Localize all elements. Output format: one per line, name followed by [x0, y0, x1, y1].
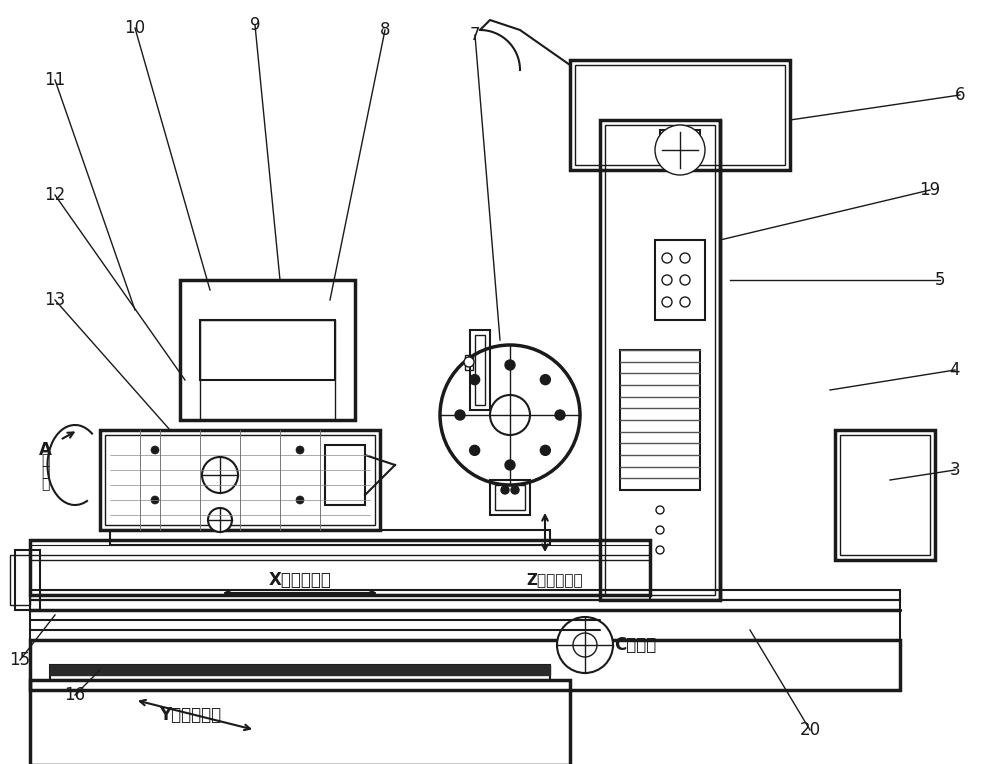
- Bar: [200, 320, 335, 380]
- Circle shape: [440, 345, 580, 485]
- Bar: [30, 600, 900, 640]
- Bar: [30, 640, 900, 690]
- Circle shape: [555, 410, 565, 420]
- Text: C轴回转: C轴回转: [614, 636, 656, 654]
- Circle shape: [464, 357, 474, 367]
- Bar: [30, 590, 900, 600]
- Bar: [600, 120, 720, 600]
- Circle shape: [655, 125, 705, 175]
- Circle shape: [680, 253, 690, 263]
- Text: 4: 4: [950, 361, 960, 379]
- Text: 轴: 轴: [41, 453, 49, 467]
- Bar: [495, 485, 525, 510]
- Circle shape: [501, 486, 509, 494]
- Circle shape: [296, 446, 304, 454]
- Text: 16: 16: [64, 686, 86, 704]
- Bar: [100, 430, 380, 530]
- Bar: [490, 480, 530, 515]
- Bar: [655, 240, 705, 320]
- Text: 6: 6: [955, 86, 965, 104]
- Circle shape: [656, 526, 664, 534]
- Circle shape: [680, 297, 690, 307]
- Bar: [200, 320, 335, 420]
- Text: 5: 5: [935, 271, 945, 289]
- Circle shape: [455, 410, 465, 420]
- Bar: [110, 530, 550, 545]
- Circle shape: [151, 496, 159, 504]
- Bar: [660, 130, 700, 160]
- Circle shape: [151, 446, 159, 454]
- Circle shape: [296, 496, 304, 504]
- Circle shape: [662, 275, 672, 285]
- Bar: [465, 355, 473, 370]
- Circle shape: [540, 374, 550, 384]
- Bar: [325, 445, 365, 505]
- Circle shape: [208, 508, 232, 532]
- Text: 8: 8: [380, 21, 390, 39]
- Text: A: A: [39, 441, 51, 459]
- Text: 3: 3: [950, 461, 960, 479]
- Text: 11: 11: [44, 71, 66, 89]
- Circle shape: [202, 457, 238, 493]
- Bar: [470, 330, 490, 410]
- Circle shape: [540, 445, 550, 455]
- Circle shape: [662, 132, 698, 168]
- Bar: [15, 550, 40, 610]
- Circle shape: [680, 275, 690, 285]
- Text: 12: 12: [44, 186, 66, 204]
- Circle shape: [470, 445, 480, 455]
- Text: 20: 20: [799, 721, 821, 739]
- Bar: [50, 665, 550, 675]
- Bar: [30, 540, 650, 595]
- Bar: [840, 435, 930, 555]
- Text: 转: 转: [41, 477, 49, 491]
- Text: 回: 回: [41, 465, 49, 479]
- Circle shape: [470, 374, 480, 384]
- Circle shape: [662, 297, 672, 307]
- Bar: [605, 125, 715, 595]
- Text: 10: 10: [124, 19, 146, 37]
- Bar: [105, 435, 375, 525]
- Text: 15: 15: [9, 651, 31, 669]
- Bar: [570, 60, 790, 170]
- Text: 19: 19: [919, 181, 941, 199]
- Text: Y轴前后移动: Y轴前后移动: [159, 706, 221, 724]
- Bar: [50, 665, 550, 680]
- Bar: [30, 680, 570, 764]
- Text: Z轴上下移动: Z轴上下移动: [527, 572, 583, 588]
- Text: 7: 7: [470, 26, 480, 44]
- Bar: [30, 595, 650, 600]
- Text: 9: 9: [250, 16, 260, 34]
- Circle shape: [656, 546, 664, 554]
- Circle shape: [557, 617, 613, 673]
- Bar: [835, 430, 935, 560]
- Circle shape: [511, 486, 519, 494]
- Bar: [180, 280, 355, 420]
- Circle shape: [490, 395, 530, 435]
- Bar: [620, 350, 700, 490]
- Bar: [575, 65, 785, 165]
- Bar: [10, 555, 30, 605]
- Bar: [475, 335, 485, 405]
- Circle shape: [573, 633, 597, 657]
- Circle shape: [505, 460, 515, 470]
- Circle shape: [662, 253, 672, 263]
- Text: X轴左右移动: X轴左右移动: [269, 571, 331, 589]
- Circle shape: [656, 506, 664, 514]
- Text: 13: 13: [44, 291, 66, 309]
- Circle shape: [505, 360, 515, 370]
